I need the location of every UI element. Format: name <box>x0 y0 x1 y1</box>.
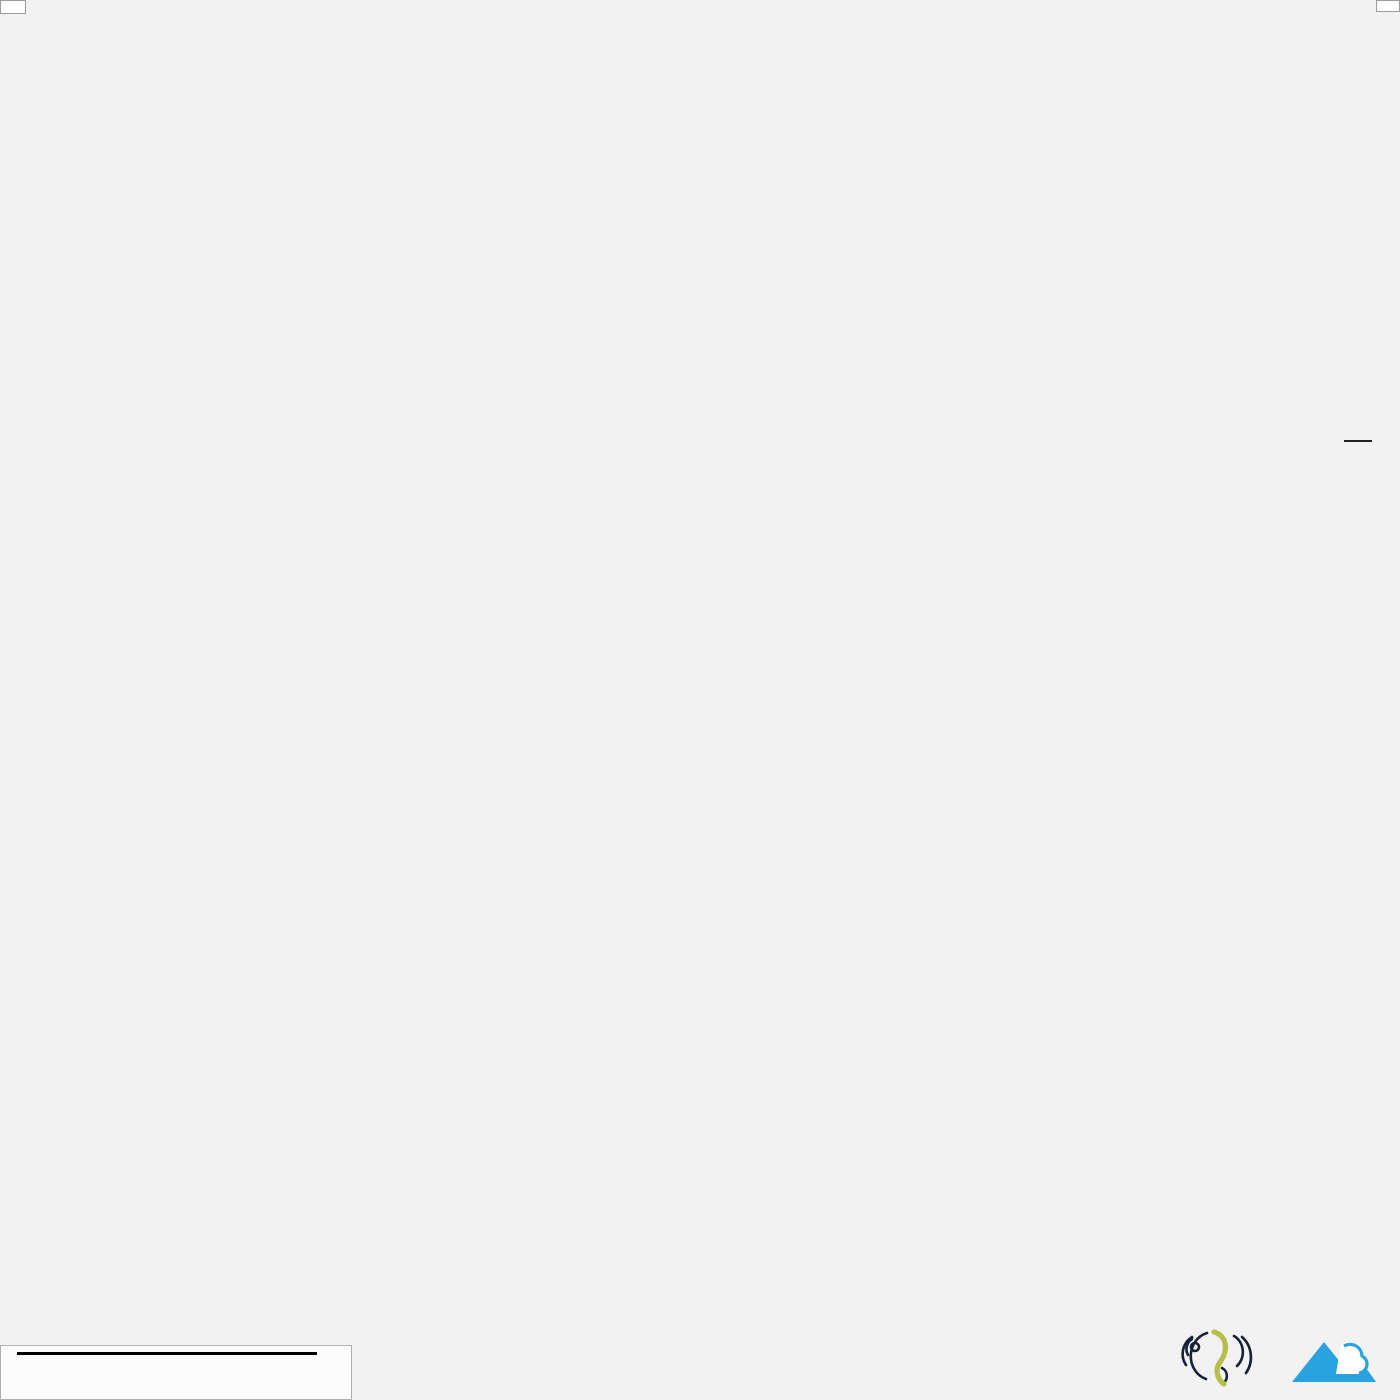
scalebar-labels <box>11 1365 341 1397</box>
model-label-box <box>1376 0 1400 12</box>
logo-group <box>1178 1324 1382 1390</box>
geosphere-logo <box>1178 1324 1260 1390</box>
map-title-box <box>0 0 26 14</box>
geosphere-swirl-icon <box>1181 1329 1253 1387</box>
colorbar-gradient <box>1344 440 1372 442</box>
distance-scale-bar <box>0 1345 352 1400</box>
scalebar-track <box>17 1352 317 1365</box>
mountain-cloud-icon <box>1292 1341 1376 1382</box>
legend-colorbar <box>1344 440 1372 442</box>
scalebar-line <box>17 1352 317 1355</box>
